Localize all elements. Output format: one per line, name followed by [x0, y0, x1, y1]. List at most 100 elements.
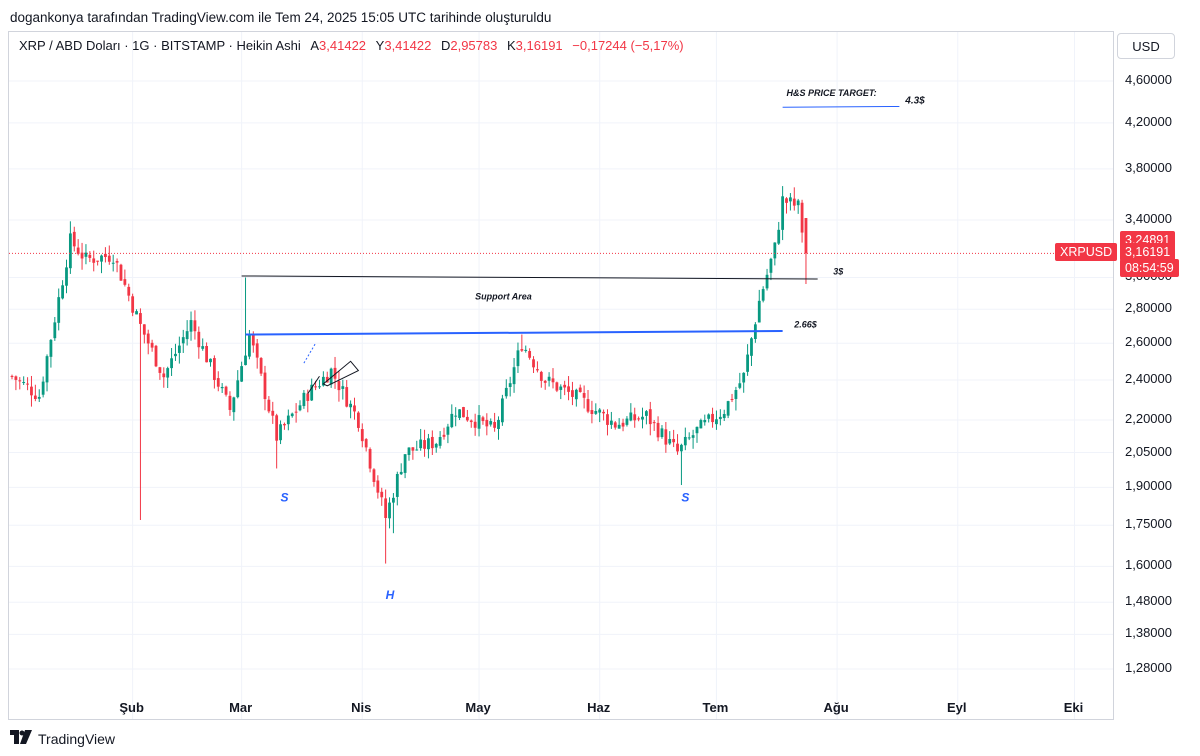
- candle: [434, 442, 438, 453]
- candle-body: [528, 351, 532, 358]
- candle: [181, 329, 185, 353]
- candle-body: [656, 422, 660, 438]
- candle-body: [625, 418, 629, 425]
- candle-body: [481, 417, 485, 422]
- price-tick-label: 2,40000: [1125, 371, 1172, 387]
- currency-button[interactable]: USD: [1117, 33, 1175, 59]
- candle-body: [107, 255, 111, 262]
- candle-body: [302, 392, 306, 407]
- candle: [559, 384, 563, 400]
- price-chart[interactable]: H&S PRICE TARGET: 4.3$ 3$ Support Area 2.66$…: [9, 32, 1114, 720]
- candle: [185, 320, 189, 346]
- candle: [629, 403, 633, 422]
- candle: [691, 429, 695, 449]
- candle: [730, 393, 734, 403]
- candle-body: [571, 390, 574, 397]
- candle: [446, 423, 450, 444]
- candle-body: [244, 355, 247, 366]
- price-tick-label: 2,60000: [1125, 334, 1172, 350]
- candle: [648, 401, 652, 436]
- countdown-label: 08:54:59: [1120, 259, 1179, 278]
- candle-body: [364, 439, 368, 448]
- symbol-title[interactable]: XRP / ABD Doları · 1G · BITSTAMP · Heiki…: [19, 38, 301, 53]
- candle-body: [154, 345, 158, 367]
- candle: [485, 413, 489, 436]
- candle: [123, 269, 127, 287]
- candle: [259, 357, 263, 377]
- neckline[interactable]: [245, 330, 783, 336]
- candle-body: [757, 300, 761, 323]
- candle-body: [547, 376, 551, 381]
- triangle-pattern: [322, 360, 360, 387]
- candle: [395, 471, 399, 506]
- candle: [146, 329, 150, 355]
- candle: [621, 418, 625, 432]
- candle-body: [135, 311, 138, 315]
- ticker-label: XRPUSD: [1055, 243, 1118, 262]
- candle-body: [314, 386, 317, 388]
- candle-body: [384, 498, 388, 518]
- candle: [598, 408, 602, 423]
- footer-brand: TradingView: [38, 731, 116, 747]
- candle: [162, 367, 166, 388]
- candle-body: [691, 435, 695, 438]
- candle-body: [248, 333, 251, 357]
- candle: [660, 425, 664, 439]
- price-tick-label: 1,48000: [1125, 593, 1172, 609]
- candle-body: [761, 289, 765, 301]
- candle-body: [773, 242, 777, 259]
- candle: [796, 198, 800, 214]
- candle: [765, 268, 769, 291]
- candle-body: [559, 386, 563, 390]
- candle-body: [485, 419, 489, 427]
- candle-body: [123, 279, 127, 285]
- candle-body: [680, 444, 683, 452]
- candle-body: [668, 438, 672, 444]
- candle: [33, 384, 37, 402]
- candle-body: [240, 366, 244, 382]
- candle: [131, 293, 135, 317]
- candle-body: [617, 424, 621, 429]
- candle-body: [427, 438, 430, 450]
- candle: [761, 286, 765, 303]
- tradingview-footer[interactable]: TradingView: [10, 730, 115, 748]
- target-line[interactable]: [782, 105, 900, 108]
- candle: [107, 245, 111, 265]
- candle-body: [465, 416, 469, 421]
- candle: [722, 409, 726, 422]
- support-area-label: Support Area: [475, 291, 532, 301]
- candle-body: [750, 338, 753, 356]
- resistance-line[interactable]: [241, 275, 818, 280]
- candle: [777, 221, 781, 245]
- candle: [493, 412, 497, 432]
- candle-body: [683, 436, 687, 446]
- candle-body: [201, 346, 205, 349]
- time-axis[interactable]: Şub Mar Nis May Haz Tem Ağu Eyl Eki: [8, 696, 1114, 720]
- candle: [271, 401, 275, 424]
- candle-body: [174, 353, 177, 357]
- candle-body: [532, 359, 535, 368]
- candle: [353, 397, 356, 420]
- candle-body: [267, 399, 271, 412]
- close-label: K: [506, 38, 516, 53]
- candle: [240, 361, 244, 382]
- price-axis[interactable]: 4,600004,200003,800003,400003,000002,800…: [1114, 60, 1200, 720]
- candle-body: [228, 395, 232, 410]
- candle-body: [423, 440, 426, 449]
- candle: [279, 420, 282, 445]
- price-tick-label: 2,20000: [1125, 411, 1172, 427]
- candle: [750, 337, 753, 366]
- candle: [804, 218, 808, 284]
- candle-body: [699, 420, 703, 429]
- candle: [142, 324, 146, 344]
- candle-body: [18, 380, 22, 382]
- candle: [469, 419, 473, 428]
- close-value: 3,16191: [515, 38, 563, 53]
- chart-frame[interactable]: H&S PRICE TARGET: 4.3$ 3$ Support Area 2.66$…: [8, 31, 1114, 720]
- candle: [746, 344, 749, 376]
- candle: [481, 415, 485, 425]
- candle-body: [341, 386, 345, 389]
- candle: [703, 414, 707, 426]
- candle-body: [22, 382, 26, 384]
- candle: [298, 400, 302, 412]
